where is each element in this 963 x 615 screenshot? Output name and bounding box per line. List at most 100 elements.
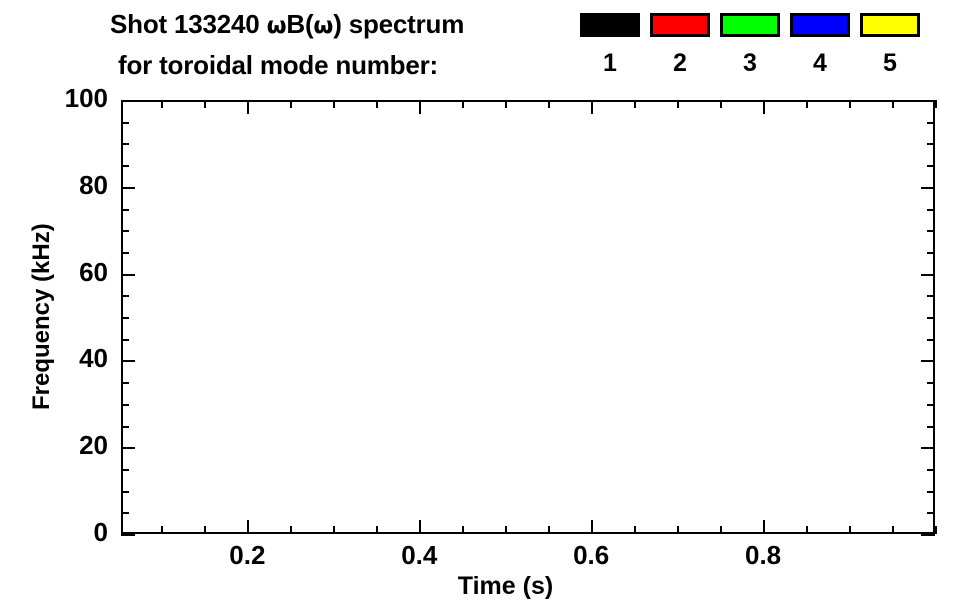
legend-label-5: 5 bbox=[883, 49, 897, 77]
x-minor-tick-0.85 bbox=[806, 526, 809, 534]
y-major-tick-100 bbox=[121, 100, 135, 102]
y-minor-tick-r-70 bbox=[927, 230, 935, 233]
x-minor-tick-0.35 bbox=[376, 526, 379, 534]
x-minor-tick-t-0.9 bbox=[849, 100, 852, 108]
x-minor-tick-0.25 bbox=[290, 526, 293, 534]
y-minor-tick-r-50 bbox=[927, 317, 935, 319]
y-minor-tick-30 bbox=[121, 403, 129, 406]
x-major-tick-t-0.6 bbox=[591, 100, 594, 114]
y-tick-label-100: 100 bbox=[64, 83, 108, 113]
x-minor-tick-t-1 bbox=[935, 100, 937, 108]
x-major-tick-t-0.4 bbox=[419, 100, 422, 114]
y-minor-tick-95 bbox=[121, 121, 129, 124]
y-minor-tick-10 bbox=[121, 490, 129, 493]
y-minor-tick-85 bbox=[121, 165, 129, 168]
y-major-tick-0 bbox=[121, 534, 135, 536]
y-minor-tick-15 bbox=[121, 468, 129, 471]
x-major-tick-0.8 bbox=[763, 520, 766, 534]
y-minor-tick-70 bbox=[121, 230, 129, 233]
y-minor-tick-r-5 bbox=[927, 512, 935, 515]
x-minor-tick-t-0.55 bbox=[548, 100, 551, 108]
x-minor-tick-t-0.7 bbox=[677, 100, 680, 108]
x-tick-label-0.8: 0.8 bbox=[745, 540, 782, 570]
x-minor-tick-t-0.65 bbox=[634, 100, 637, 108]
x-minor-tick-t-0.3 bbox=[333, 100, 336, 108]
y-tick-label-20: 20 bbox=[79, 430, 108, 461]
y-minor-tick-55 bbox=[121, 295, 129, 298]
x-major-tick-t-0.8 bbox=[763, 100, 766, 114]
y-major-tick-40 bbox=[121, 360, 135, 363]
y-minor-tick-90 bbox=[121, 143, 129, 146]
x-minor-tick-0.9 bbox=[849, 526, 852, 534]
y-axis-title: Frequency (kHz) bbox=[28, 223, 55, 410]
legend-swatch-3 bbox=[720, 13, 780, 37]
x-minor-tick-0.15 bbox=[204, 526, 207, 534]
omega-symbol-2: ω bbox=[313, 13, 334, 39]
legend-swatch-5 bbox=[860, 13, 920, 37]
y-minor-tick-35 bbox=[121, 382, 129, 385]
y-minor-tick-65 bbox=[121, 251, 129, 254]
legend-swatch-2 bbox=[650, 13, 710, 37]
legend: 1 2 3 4 5 bbox=[580, 13, 930, 83]
y-major-tick-r-40 bbox=[921, 360, 935, 363]
x-minor-tick-0.55 bbox=[548, 526, 551, 534]
legend-swatch-4 bbox=[790, 13, 850, 37]
x-minor-tick-t-0.15 bbox=[204, 100, 207, 108]
x-minor-tick-0.65 bbox=[634, 526, 637, 534]
y-minor-tick-r-25 bbox=[927, 425, 935, 428]
x-tick-label-0.6: 0.6 bbox=[573, 540, 610, 570]
y-minor-tick-r-45 bbox=[927, 338, 935, 341]
y-major-tick-r-100 bbox=[921, 100, 935, 102]
legend-label-4: 4 bbox=[813, 49, 827, 77]
y-minor-tick-r-10 bbox=[927, 490, 935, 493]
y-minor-tick-r-35 bbox=[927, 382, 935, 385]
y-minor-tick-50 bbox=[121, 317, 129, 319]
y-major-tick-r-80 bbox=[921, 186, 935, 189]
y-tick-label-80: 80 bbox=[79, 169, 108, 200]
y-minor-tick-45 bbox=[121, 338, 129, 341]
title-b-open: B( bbox=[286, 9, 314, 39]
y-major-tick-r-20 bbox=[921, 447, 935, 450]
y-minor-tick-r-55 bbox=[927, 295, 935, 298]
x-minor-tick-t-0.45 bbox=[462, 100, 465, 108]
x-tick-label-0.4: 0.4 bbox=[401, 540, 438, 570]
x-minor-tick-t-0.75 bbox=[720, 100, 723, 108]
legend-swatch-1 bbox=[580, 13, 640, 37]
y-tick-label-0: 0 bbox=[93, 517, 108, 547]
y-minor-tick-75 bbox=[121, 208, 129, 211]
y-major-tick-r-60 bbox=[921, 273, 935, 276]
x-minor-tick-t-0.35 bbox=[376, 100, 379, 108]
x-major-tick-0.6 bbox=[591, 520, 594, 534]
x-minor-tick-t-0.25 bbox=[290, 100, 293, 108]
x-minor-tick-0.45 bbox=[462, 526, 465, 534]
x-major-tick-0.4 bbox=[419, 520, 422, 534]
plot-frame bbox=[121, 100, 935, 534]
x-minor-tick-t-0.85 bbox=[806, 100, 809, 108]
x-minor-tick-0.75 bbox=[720, 526, 723, 534]
title-spectrum-text: ) spectrum bbox=[333, 9, 465, 39]
y-major-tick-r-0 bbox=[921, 534, 935, 536]
y-major-tick-80 bbox=[121, 186, 135, 189]
x-axis-title: Time (s) bbox=[0, 572, 963, 601]
y-minor-tick-r-85 bbox=[927, 165, 935, 168]
y-tick-label-40: 40 bbox=[79, 343, 108, 374]
legend-label-3: 3 bbox=[743, 49, 757, 77]
x-minor-tick-0.1 bbox=[161, 526, 164, 534]
y-major-tick-20 bbox=[121, 447, 135, 450]
figure-title-line2: for toroidal mode number: bbox=[118, 50, 439, 80]
x-major-tick-0.2 bbox=[247, 520, 250, 534]
x-minor-tick-0.7 bbox=[677, 526, 680, 534]
y-minor-tick-5 bbox=[121, 512, 129, 515]
y-minor-tick-r-15 bbox=[927, 468, 935, 471]
x-minor-tick-0.95 bbox=[892, 526, 895, 534]
x-tick-label-0.2: 0.2 bbox=[229, 540, 266, 570]
y-tick-label-60: 60 bbox=[79, 256, 108, 287]
x-minor-tick-0.5 bbox=[505, 526, 508, 534]
x-major-tick-t-0.2 bbox=[247, 100, 250, 114]
x-minor-tick-0.3 bbox=[333, 526, 336, 534]
y-minor-tick-25 bbox=[121, 425, 129, 428]
y-minor-tick-r-65 bbox=[927, 251, 935, 254]
y-major-tick-60 bbox=[121, 273, 135, 276]
legend-label-1: 1 bbox=[603, 49, 617, 77]
